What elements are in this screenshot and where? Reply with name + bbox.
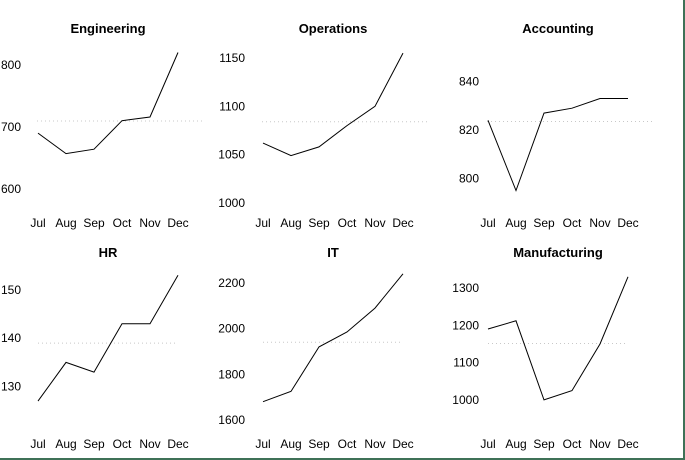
data-line <box>487 276 629 401</box>
x-axis-month-label: Aug <box>505 437 526 451</box>
chart-panel-engineering: Engineering 600 700 800 Jul Aug Sep Oct Nov Dec <box>0 0 225 230</box>
x-axis-month-label: Dec <box>617 216 638 230</box>
x-axis-month-label: Jul <box>255 437 270 451</box>
x-axis-month-label: Sep <box>83 437 105 451</box>
data-line <box>487 98 628 192</box>
chart-title: HR <box>98 245 118 260</box>
chart-title: IT <box>327 245 339 260</box>
y-axis-tick-label: 1600 <box>218 413 245 427</box>
x-axis-month-label: Oct <box>338 437 357 451</box>
x-axis-month-label: Aug <box>55 216 76 230</box>
chart-panel-it: IT 1600 1800 2000 2200 Jul Aug Sep Oct Nov Dec <box>218 230 450 458</box>
y-axis-tick-label: 840 <box>459 75 479 89</box>
x-axis-month-label: Dec <box>167 216 188 230</box>
x-axis-month-label: Nov <box>589 437 610 451</box>
x-axis-month-label: Oct <box>113 437 132 451</box>
y-axis-tick-label: 820 <box>459 123 479 137</box>
x-axis-month-label: Jul <box>480 216 495 230</box>
x-axis-month-label: Sep <box>308 216 330 230</box>
x-axis-month-label: Oct <box>563 216 582 230</box>
chart-panel-hr: HR 130 140 150 Jul Aug Sep Oct Nov Dec <box>0 230 225 458</box>
operations-line-plot: 1000 1050 1100 1150 Jul Aug Sep Oct Nov Dec <box>218 51 427 230</box>
data-line <box>37 52 179 155</box>
x-axis-month-label: Oct <box>113 216 132 230</box>
y-axis-tick-label: 1800 <box>218 367 245 381</box>
y-axis-tick-label: 800 <box>1 58 21 72</box>
chart-title: Operations <box>298 21 368 36</box>
y-axis-tick-label: 1050 <box>218 148 245 162</box>
x-axis-month-label: Sep <box>533 216 555 230</box>
y-axis-tick-label: 2200 <box>218 276 245 290</box>
x-axis-month-label: Aug <box>280 216 301 230</box>
x-axis-month-label: Aug <box>505 216 526 230</box>
x-axis-month-label: Jul <box>255 216 270 230</box>
x-axis-month-label: Dec <box>617 437 638 451</box>
y-axis-tick-label: 1100 <box>219 99 245 113</box>
x-axis-month-label: Sep <box>533 437 555 451</box>
chart-title: Engineering <box>70 21 146 36</box>
y-axis-tick-label: 1200 <box>452 318 479 332</box>
x-axis-month-label: Nov <box>364 216 385 230</box>
x-axis-month-label: Aug <box>55 437 76 451</box>
manufacturing-line-plot: 1000 1100 1200 1300 Jul Aug Sep Oct Nov Dec <box>452 276 639 451</box>
x-axis-month-label: Jul <box>30 216 45 230</box>
x-axis-month-label: Sep <box>83 216 105 230</box>
x-axis-month-label: Oct <box>338 216 357 230</box>
x-axis-month-label: Nov <box>139 216 160 230</box>
chart-panel-manufacturing: Manufacturing 1000 1100 1200 1300 Jul Aug Sep O… <box>450 230 683 458</box>
y-axis-tick-label: 1300 <box>452 281 479 295</box>
accounting-line-plot: 800 820 840 Jul Aug Sep Oct Nov Dec <box>459 75 652 230</box>
data-line <box>262 52 404 157</box>
y-axis-tick-label: 130 <box>1 380 21 394</box>
engineering-line-plot: 600 700 800 Jul Aug Sep Oct Nov Dec <box>1 52 202 230</box>
y-axis-tick-label: 2000 <box>218 322 245 336</box>
y-axis-tick-label: 800 <box>459 171 479 185</box>
x-axis-month-label: Jul <box>480 437 495 451</box>
x-axis-month-label: Nov <box>139 437 160 451</box>
hr-line-plot: 130 140 150 Jul Aug Sep Oct Nov Dec <box>1 275 189 451</box>
y-axis-tick-label: 600 <box>1 182 21 196</box>
chart-title: Manufacturing <box>513 245 603 260</box>
x-axis-month-label: Nov <box>589 216 610 230</box>
x-axis-month-label: Dec <box>167 437 188 451</box>
y-axis-tick-label: 1000 <box>452 393 479 407</box>
x-axis-month-label: Aug <box>280 437 301 451</box>
x-axis-month-label: Jul <box>30 437 45 451</box>
y-axis-tick-label: 1150 <box>219 51 245 65</box>
y-axis-tick-label: 150 <box>1 283 21 297</box>
it-line-plot: 1600 1800 2000 2200 Jul Aug Sep Oct Nov Dec <box>218 273 414 451</box>
x-axis-month-label: Oct <box>563 437 582 451</box>
x-axis-month-label: Dec <box>392 437 413 451</box>
chart-title: Accounting <box>522 21 594 36</box>
x-axis-month-label: Sep <box>308 437 330 451</box>
chart-panel-operations: Operations 1000 1050 1100 1150 Jul Aug Sep Oct N… <box>218 0 450 230</box>
y-axis-tick-label: 700 <box>1 120 21 134</box>
data-line <box>37 275 179 402</box>
chart-panel-accounting: Accounting 800 820 840 Jul Aug Sep Oct Nov Dec <box>450 0 683 230</box>
y-axis-tick-label: 1000 <box>218 196 245 210</box>
data-line <box>262 273 404 403</box>
x-axis-month-label: Dec <box>392 216 413 230</box>
y-axis-tick-label: 1100 <box>453 356 479 370</box>
y-axis-tick-label: 140 <box>1 331 21 345</box>
x-axis-month-label: Nov <box>364 437 385 451</box>
